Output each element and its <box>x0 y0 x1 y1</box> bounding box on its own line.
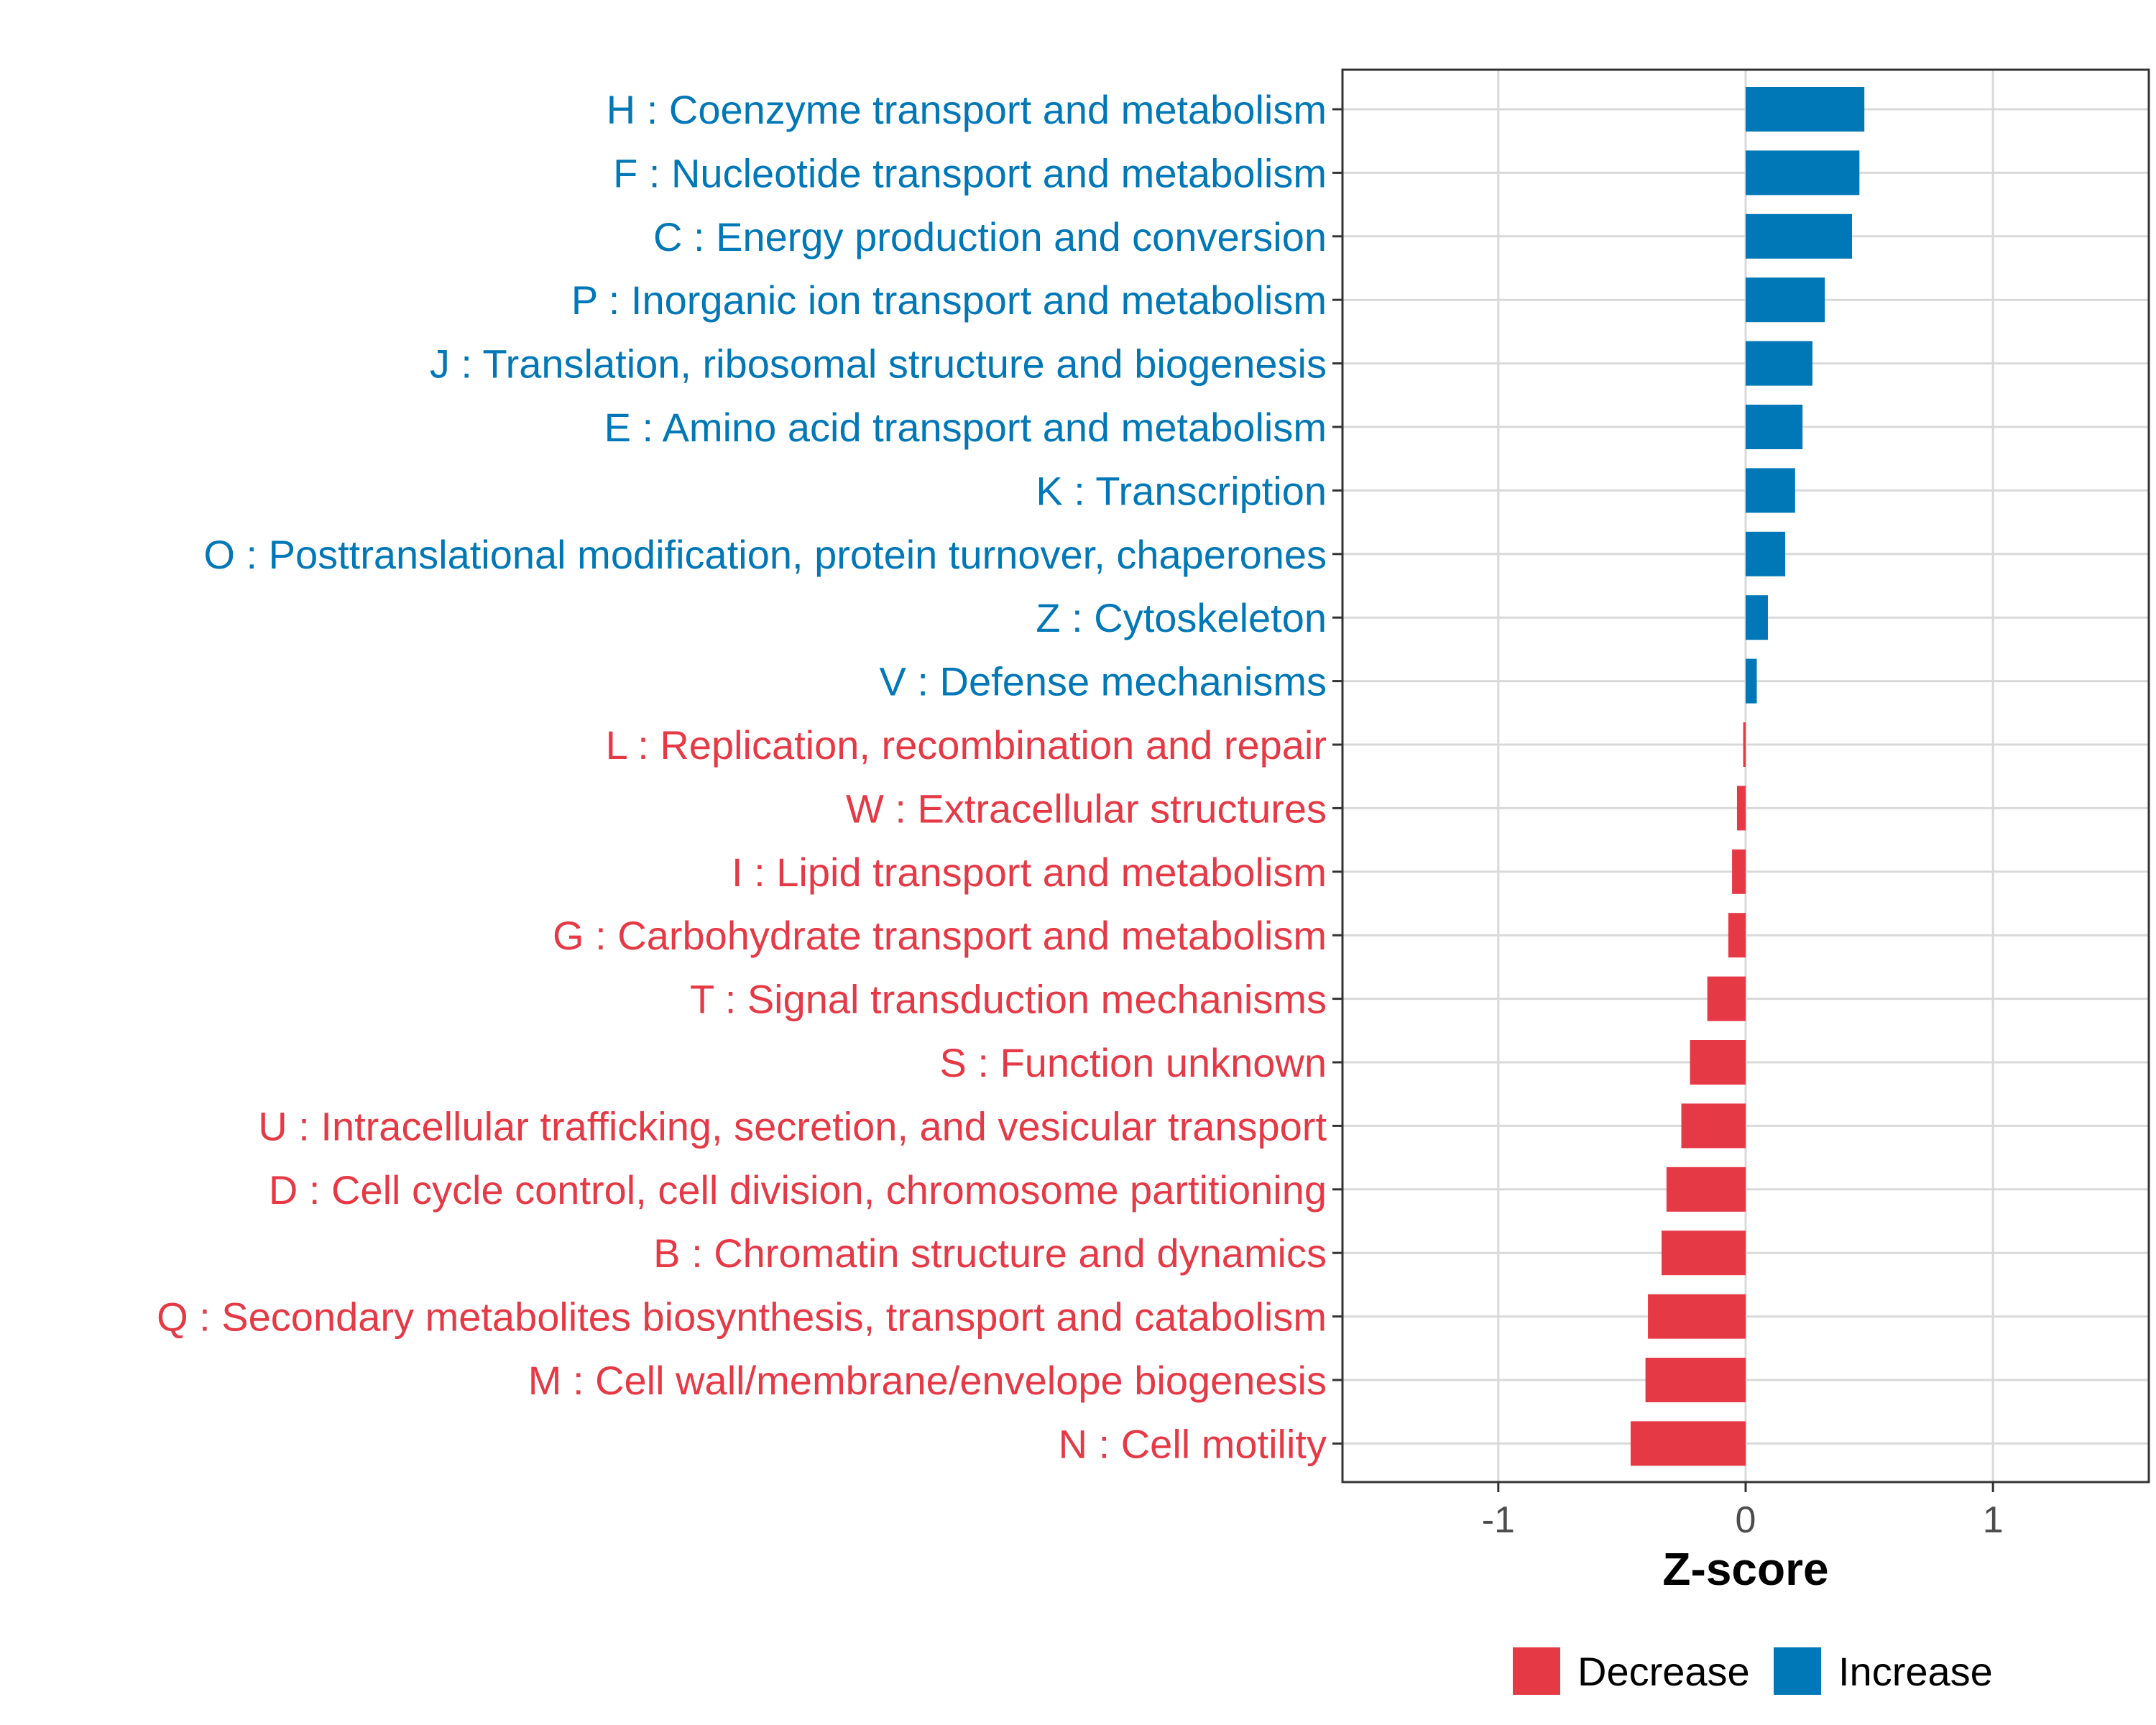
category-label-17: D : Cell cycle control, cell division, c… <box>269 1167 1327 1213</box>
legend-label-increase: Increase <box>1838 1649 1993 1694</box>
legend-swatch-increase <box>1774 1647 1821 1695</box>
x-tick-label-0: -1 <box>1482 1499 1515 1541</box>
bar-14 <box>1707 976 1746 1021</box>
bar-1 <box>1746 150 1860 196</box>
category-label-5: E : Amino acid transport and metabolism <box>604 405 1327 450</box>
category-label-3: P : Inorganic ion transport and metaboli… <box>571 277 1327 323</box>
category-label-9: V : Defense mechanisms <box>880 659 1327 704</box>
bar-15 <box>1690 1040 1746 1085</box>
category-label-6: K : Transcription <box>1036 468 1327 513</box>
category-label-10: L : Replication, recombination and repai… <box>606 722 1327 768</box>
bar-17 <box>1666 1167 1746 1212</box>
legend: Decrease Increase <box>1513 1647 1993 1695</box>
x-axis-title: Z-score <box>1662 1543 1828 1595</box>
bar-8 <box>1746 595 1768 640</box>
category-label-0: H : Coenzyme transport and metabolism <box>607 87 1327 132</box>
bar-18 <box>1661 1230 1746 1276</box>
bar-21 <box>1630 1421 1746 1466</box>
bar-10 <box>1743 722 1746 767</box>
bar-2 <box>1746 213 1852 259</box>
bar-11 <box>1736 786 1746 831</box>
category-label-4: J : Translation, ribosomal structure and… <box>430 341 1327 387</box>
category-label-12: I : Lipid transport and metabolism <box>732 850 1327 895</box>
x-tick-label-2: 1 <box>1983 1499 2004 1541</box>
category-label-2: C : Energy production and conversion <box>653 214 1327 259</box>
category-label-16: U : Intracellular trafficking, secretion… <box>258 1103 1327 1149</box>
bar-7 <box>1746 531 1786 576</box>
bar-3 <box>1746 277 1825 323</box>
bar-13 <box>1728 913 1746 958</box>
bar-0 <box>1746 87 1865 132</box>
bar-5 <box>1746 405 1803 449</box>
category-label-18: B : Chromatin structure and dynamics <box>653 1230 1327 1276</box>
bar-9 <box>1746 658 1757 704</box>
bar-12 <box>1732 849 1746 894</box>
category-label-11: W : Extracellular structures <box>846 786 1327 831</box>
category-labels: H : Coenzyme transport and metabolism F :… <box>157 87 1327 1466</box>
bars <box>1630 87 1865 1466</box>
bar-20 <box>1645 1358 1746 1402</box>
category-label-7: O : Posttranslational modification, prot… <box>203 532 1327 577</box>
x-tick-labels: -1 0 1 <box>1482 1499 2004 1541</box>
category-label-15: S : Function unknown <box>939 1040 1327 1085</box>
bar-16 <box>1681 1103 1746 1149</box>
x-tick-label-1: 0 <box>1736 1499 1756 1541</box>
bar-6 <box>1746 468 1795 513</box>
category-label-13: G : Carbohydrate transport and metabolis… <box>553 913 1327 958</box>
category-label-20: M : Cell wall/membrane/envelope biogenes… <box>528 1358 1327 1403</box>
category-label-21: N : Cell motility <box>1059 1421 1327 1466</box>
legend-swatch-decrease <box>1513 1647 1560 1695</box>
axis-ticks <box>1332 108 1994 1492</box>
bar-19 <box>1648 1294 1746 1339</box>
category-label-8: Z : Cytoskeleton <box>1036 595 1327 640</box>
category-label-19: Q : Secondary metabolites biosynthesis, … <box>157 1294 1327 1340</box>
category-label-1: F : Nucleotide transport and metabolism <box>613 150 1327 196</box>
legend-label-decrease: Decrease <box>1577 1649 1750 1694</box>
bar-4 <box>1746 341 1812 386</box>
category-label-14: T : Signal transduction mechanisms <box>690 977 1327 1022</box>
